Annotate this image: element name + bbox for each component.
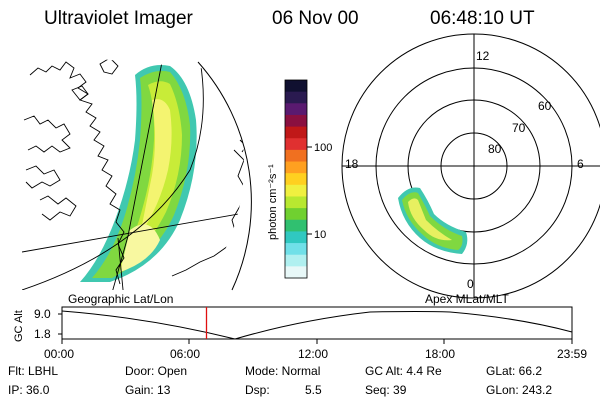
mlt-label-6: 6	[577, 157, 584, 171]
geo-grid	[22, 59, 244, 290]
colorbar-segment	[285, 103, 307, 116]
mlt-label-0: 0	[467, 277, 474, 291]
aurora-band-geo	[80, 65, 197, 282]
colorbar-segment	[285, 196, 307, 209]
colorbar-segment	[285, 91, 307, 104]
geographic-panel	[22, 57, 244, 290]
geo-panel-label: Geographic Lat/Lon	[68, 292, 173, 306]
mlt-label-12: 12	[476, 49, 490, 63]
alt-strip-ticks	[61, 339, 573, 344]
colorbar-segment	[285, 254, 307, 267]
colorbar-segment	[285, 266, 307, 279]
lat-label-80: 80	[488, 142, 502, 156]
colorbar-segment	[285, 173, 307, 186]
info-door: Door: Open	[125, 364, 188, 378]
info-flt: Flt: LBHL	[8, 364, 59, 378]
colorbar-segment	[285, 208, 307, 221]
mlt-label-18: 18	[345, 157, 359, 171]
colorbar-tick-100: 100	[314, 142, 332, 154]
time-tick-1200: 12:00	[298, 347, 328, 361]
date-label: 06 Nov 00	[272, 8, 359, 29]
alt-tick-1-8: 1.8	[34, 327, 51, 341]
lat-label-70: 70	[512, 121, 526, 135]
alt-tick-9: 9.0	[34, 307, 51, 321]
colorbar-segment	[285, 80, 307, 93]
alt-axis-label: GC Alt	[13, 310, 25, 342]
colorbar	[285, 80, 307, 279]
earth-limb	[197, 61, 252, 291]
time-tick-0000: 00:00	[44, 347, 74, 361]
info-ip: IP: 36.0	[8, 383, 50, 397]
info-mode: Mode: Normal	[245, 364, 321, 378]
colorbar-segment	[285, 231, 307, 244]
info-seq: Seq: 39	[365, 383, 407, 397]
instrument-title: Ultraviolet Imager	[44, 8, 193, 29]
colorbar-tick-10: 10	[314, 229, 326, 241]
info-dsp-label: Dsp:	[245, 383, 270, 397]
info-gc-alt: GC Alt: 4.4 Re	[365, 364, 442, 378]
alt-strip-frame	[61, 306, 573, 340]
colorbar-segment	[285, 114, 307, 128]
colorbar-frame	[284, 79, 308, 279]
colorbar-segment	[285, 243, 307, 256]
colorbar-segment	[285, 138, 307, 151]
coastlines	[23, 57, 244, 285]
time-tick-2359: 23:59	[557, 347, 587, 361]
aurora-band-polar	[398, 187, 468, 254]
time-tick-0600: 06:00	[170, 347, 200, 361]
colorbar-segment	[285, 161, 307, 174]
info-glat: GLat: 66.2	[486, 364, 543, 378]
colorbar-segment	[285, 126, 307, 139]
time-tick-1800: 18:00	[425, 347, 455, 361]
colorbar-segment	[285, 149, 307, 163]
info-dsp-value: 5.5	[305, 383, 322, 397]
polar-panel	[341, 33, 600, 299]
altitude-curve	[61, 310, 573, 340]
colorbar-segment	[285, 219, 307, 233]
colorbar-unit-label: photon cm⁻²s⁻¹	[267, 164, 279, 240]
time-label: 06:48:10 UT	[430, 8, 535, 29]
lat-label-60: 60	[538, 99, 552, 113]
polar-panel-label: Apex MLat/MLT	[425, 292, 509, 306]
info-glon: GLon: 243.2	[486, 383, 553, 397]
colorbar-segment	[285, 184, 307, 198]
info-gain: Gain: 13	[125, 383, 171, 397]
